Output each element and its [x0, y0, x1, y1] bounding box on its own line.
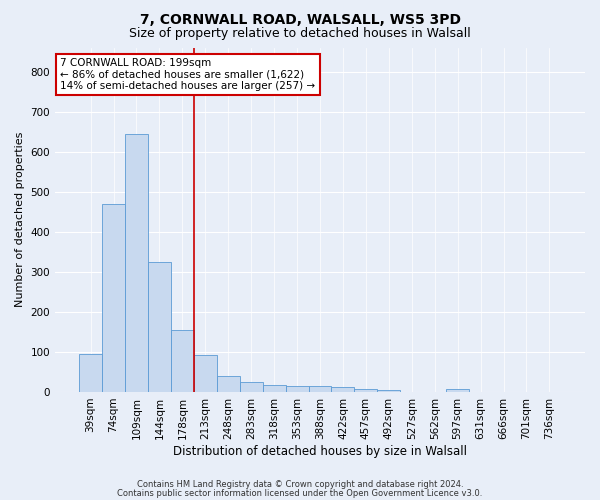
- Bar: [308, 386, 331, 392]
- Text: Contains HM Land Registry data © Crown copyright and database right 2024.: Contains HM Land Registry data © Crown c…: [137, 480, 463, 489]
- Bar: [240, 382, 263, 392]
- Text: Size of property relative to detached houses in Walsall: Size of property relative to detached ho…: [129, 28, 471, 40]
- Bar: [331, 387, 355, 392]
- Bar: [217, 376, 240, 392]
- Bar: [446, 389, 469, 392]
- Bar: [148, 262, 171, 392]
- Bar: [171, 330, 194, 392]
- Bar: [263, 384, 286, 392]
- Bar: [286, 386, 308, 392]
- Bar: [102, 204, 125, 392]
- Y-axis label: Number of detached properties: Number of detached properties: [15, 132, 25, 308]
- Text: 7, CORNWALL ROAD, WALSALL, WS5 3PD: 7, CORNWALL ROAD, WALSALL, WS5 3PD: [139, 12, 461, 26]
- Text: 7 CORNWALL ROAD: 199sqm
← 86% of detached houses are smaller (1,622)
14% of semi: 7 CORNWALL ROAD: 199sqm ← 86% of detache…: [61, 58, 316, 91]
- Text: Contains public sector information licensed under the Open Government Licence v3: Contains public sector information licen…: [118, 488, 482, 498]
- Bar: [194, 355, 217, 392]
- Bar: [79, 354, 102, 392]
- Bar: [355, 389, 377, 392]
- Bar: [377, 390, 400, 392]
- X-axis label: Distribution of detached houses by size in Walsall: Distribution of detached houses by size …: [173, 444, 467, 458]
- Bar: [125, 134, 148, 392]
